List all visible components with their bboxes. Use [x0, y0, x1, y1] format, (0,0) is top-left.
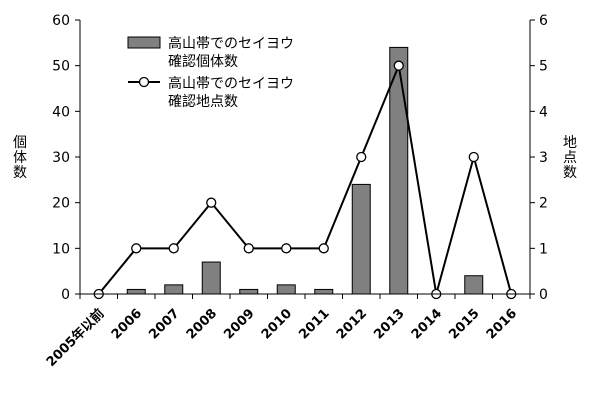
x-tick-label: 2011 — [296, 306, 332, 342]
legend-bar-label-line1: 高山帯でのセイヨウ — [168, 35, 294, 52]
y-axis-left-label: 個体数 — [13, 135, 27, 181]
legend-line-label-line2: 確認地点数 — [168, 94, 238, 110]
line-series — [93, 60, 517, 300]
legend-bar-label-line2: 確認個体数 — [168, 54, 238, 70]
y-right-tick-label: 3 — [539, 150, 548, 166]
y-right-tick-label: 1 — [539, 241, 548, 257]
point-2013 — [393, 60, 404, 71]
legend-bar-swatch — [127, 36, 161, 49]
point-2008 — [206, 197, 217, 208]
bar-2015 — [464, 275, 484, 295]
bar-2012 — [351, 183, 371, 295]
point-2011 — [318, 243, 329, 254]
legend-line-label-line1: 高山帯でのセイヨウ — [168, 75, 294, 92]
point-2009 — [243, 243, 254, 254]
x-tick-label: 2015 — [446, 306, 482, 342]
bar-2011 — [314, 288, 334, 295]
x-tick-label: 2008 — [184, 306, 220, 342]
series-line — [97, 62, 513, 295]
x-tick-label: 2016 — [484, 306, 520, 342]
x-tick-label: 2012 — [334, 306, 370, 342]
bar-2008 — [201, 261, 221, 295]
y-right-tick-label: 5 — [539, 59, 548, 75]
bar-2013 — [389, 46, 409, 295]
x-tick-label: 2006 — [109, 306, 145, 342]
x-tick-label: 2007 — [146, 306, 182, 342]
point-2015 — [468, 151, 479, 163]
y-left-tick-label: 50 — [52, 59, 70, 75]
y-left-tick-label: 10 — [52, 241, 70, 257]
y-left-tick-label: 0 — [61, 287, 70, 303]
y-axis-right-title: 地点数 — [563, 135, 577, 181]
x-tick-label: 2014 — [409, 306, 445, 342]
bar-2006 — [126, 288, 146, 295]
y-left-tick-label: 40 — [52, 104, 70, 120]
axes — [79, 20, 531, 295]
point-2012 — [356, 151, 367, 163]
y-right-tick-label: 0 — [539, 287, 548, 303]
y-left-tick-label: 30 — [52, 150, 70, 166]
y-left-tick-label: 20 — [52, 196, 70, 212]
x-tick-label: 2005年以前 — [43, 306, 107, 370]
y-left-tick-label: 60 — [52, 13, 70, 29]
y-axis-right-label: 地点数 — [563, 135, 577, 181]
bar-2010 — [276, 284, 296, 295]
point-2006 — [131, 243, 142, 254]
bar-series — [126, 46, 484, 295]
bar-2007 — [164, 284, 184, 295]
x-tick-label: 2009 — [221, 306, 257, 342]
legend-line-marker — [138, 76, 150, 88]
point-2010 — [281, 243, 292, 254]
y-right-tick-label: 6 — [539, 13, 548, 29]
bar-2009 — [239, 288, 259, 295]
point-2007 — [168, 243, 179, 254]
y-axis-left-title: 個体数 — [13, 135, 27, 181]
x-tick-label: 2010 — [259, 306, 295, 342]
y-right-tick-label: 4 — [539, 104, 548, 120]
y-right-tick-label: 2 — [539, 196, 548, 212]
x-tick-label: 2013 — [371, 306, 407, 342]
